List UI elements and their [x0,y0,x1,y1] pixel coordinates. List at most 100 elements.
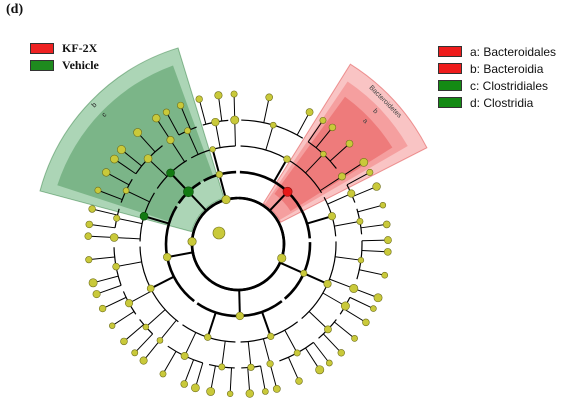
branch-line [217,95,223,122]
branch-line [305,153,324,174]
sector-label-green-b: b [91,102,99,110]
clade-node [324,325,332,334]
clade-node [337,349,345,357]
clade-node [84,232,92,240]
branch-line [147,158,168,177]
branch-line [247,341,252,368]
branch-line [162,351,177,375]
branch-line [221,341,226,368]
clade-node [230,115,240,125]
clade-node [180,351,189,360]
branch-line [165,111,180,136]
branch-line [273,158,288,183]
branch-line [167,251,193,259]
c-swatch [438,80,462,91]
clade-node [267,332,275,340]
branch-line [150,275,175,290]
clade-node [277,253,287,263]
branch-line [143,340,161,361]
clade-node [88,278,98,288]
branch-line [238,289,241,317]
clade-node [116,145,126,155]
clade-node [215,170,223,179]
branch-line [361,249,388,253]
clade-node [209,146,216,153]
legend-label-a: a: Bacteroidales [470,44,557,59]
branch-line [329,143,350,162]
vehicle-swatch [30,60,54,71]
branch-line [125,190,150,203]
clade-node [373,293,383,303]
clade-node [124,299,134,308]
branch-line [155,117,171,141]
kf2x-swatch [30,43,54,54]
branch-line [128,290,153,304]
clade-node [166,136,175,144]
branch-line [116,217,143,225]
clade-node [300,269,308,277]
branch-line [334,220,361,227]
branch-line [170,139,186,163]
branch-line [284,329,298,354]
clade-node [204,333,212,341]
branch-line [97,189,123,201]
clade-node [187,237,197,247]
branch-line [105,171,130,186]
legend-label-b: b: Bacteroidia [470,61,544,76]
clade-node [163,252,172,262]
sector-label-green-c: c [101,111,109,119]
panel-label: (d) [6,2,24,17]
clade-node [262,388,269,395]
sector-clostridia [39,47,225,233]
branch-line [287,357,300,382]
branch-line [341,161,365,177]
branch-line [322,333,342,354]
clade-node [195,95,203,103]
clade-node [162,108,170,116]
d-swatch [438,97,462,108]
clade-node [191,383,200,393]
clade-node [347,189,356,198]
clade-node [315,365,325,375]
clade-node [113,214,121,222]
clade-node [384,248,392,256]
clade-node [381,271,389,279]
legend-label-kf2x: KF-2X [62,41,98,55]
branch-line [360,223,387,229]
clade-node [156,337,164,344]
clade-node [379,201,387,209]
branch-line [206,312,217,338]
clade-node [362,318,370,327]
branch-line [262,338,271,364]
clade-node [338,172,346,181]
clade-node [293,349,301,357]
clade-node [221,195,231,205]
clade-node [218,363,226,371]
clade-node [102,168,111,177]
clade-node [320,150,327,158]
branch-line [265,124,274,151]
branch-line [260,365,266,392]
group-legend: KF-2X Vehicle [30,40,99,74]
clade-node [340,301,350,311]
branch-line [359,269,385,276]
sector-label-red-a: a [361,117,369,125]
clade-node [370,305,377,312]
root-node [212,226,226,240]
clade-node [384,236,392,244]
sector-clostridiales [57,65,214,222]
branch-line [327,193,352,205]
branch-line [357,204,384,213]
branch-line [229,367,233,394]
clade-node [382,220,391,229]
clade-node [319,116,327,124]
clade-node [295,377,303,385]
branch-line [247,367,251,394]
branch-line [88,235,115,239]
branch-line [279,261,305,275]
clade-node [142,323,150,331]
clade-node [184,127,191,135]
clade-node [305,108,314,117]
clade-node [139,211,149,221]
